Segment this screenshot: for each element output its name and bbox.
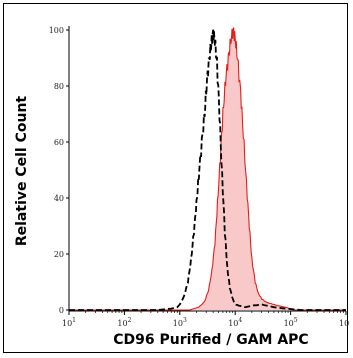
sample-histogram-line [69, 26, 346, 311]
x-tick-label: 105 [284, 317, 298, 328]
x-tick-label: 101 [62, 317, 76, 328]
x-tick-label: 103 [173, 317, 187, 328]
chart-frame: 0 20 40 60 80 100 101 102 103 104 105 106 Relative … [3, 3, 349, 353]
x-tick-label: 102 [117, 317, 131, 328]
y-tick-label: 40 [54, 194, 64, 203]
sample-histogram-fill [69, 28, 346, 310]
histogram-plot: 0 20 40 60 80 100 101 102 103 104 105 106 Relative … [14, 26, 349, 348]
ticks: 0 20 40 60 80 100 101 102 103 104 105 106 [49, 26, 349, 328]
x-tick-label: 106 [339, 317, 349, 328]
y-tick-label: 0 [59, 306, 64, 315]
y-axis-title: Relative Cell Count [14, 96, 30, 247]
y-tick-label: 80 [54, 82, 64, 91]
y-tick-label: 20 [54, 250, 64, 259]
x-tick-label: 104 [228, 317, 242, 328]
series-layer [69, 26, 346, 311]
x-axis-title: CD96 Purified / GAM APC [113, 332, 308, 348]
y-tick-label: 60 [54, 138, 64, 147]
y-tick-label: 100 [49, 26, 64, 35]
axes [68, 26, 346, 312]
control-histogram-line [69, 29, 346, 311]
